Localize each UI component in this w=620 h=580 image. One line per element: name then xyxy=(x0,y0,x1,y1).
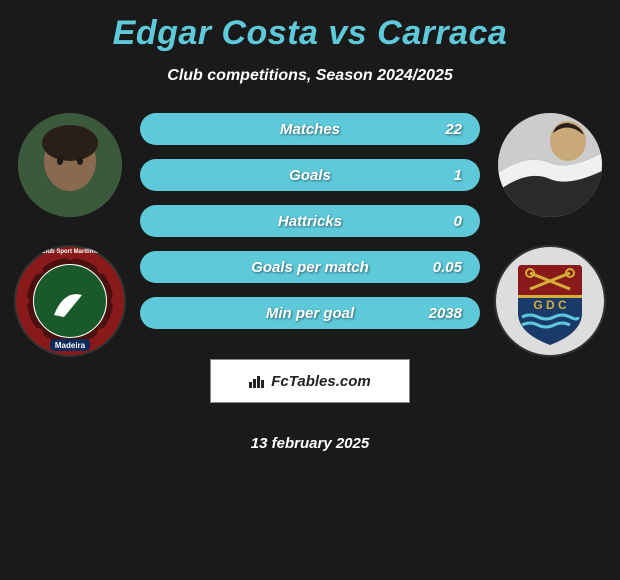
player-face-icon xyxy=(498,113,602,217)
club-left-label: Madeira xyxy=(55,341,86,350)
club-left-logo: Madeira Club Sport Maritimo xyxy=(14,245,126,357)
stat-label: Min per goal xyxy=(266,305,354,322)
date-text: 13 february 2025 xyxy=(251,435,369,452)
stats-column: Matches 22 Goals 1 Hattricks 0 Goals per… xyxy=(130,113,490,452)
stat-label: Matches xyxy=(280,121,340,138)
page-title: Edgar Costa vs Carraca xyxy=(113,14,508,53)
club-right-logo: G D C xyxy=(494,245,606,357)
chaves-crest-icon: G D C xyxy=(494,245,606,357)
infographic-container: Edgar Costa vs Carraca Club competitions… xyxy=(0,0,620,462)
stat-label: Goals per match xyxy=(251,259,369,276)
stat-row-min-per-goal: Min per goal 2038 xyxy=(140,297,480,329)
main-row: Madeira Club Sport Maritimo Matches 22 G… xyxy=(0,113,620,452)
right-column: G D C xyxy=(490,113,610,357)
brand-box: FcTables.com xyxy=(210,359,410,403)
player-right-avatar xyxy=(498,113,602,217)
stat-row-goals: Goals 1 xyxy=(140,159,480,191)
stat-label: Goals xyxy=(289,167,331,184)
stat-value-right: 0 xyxy=(454,213,462,230)
stat-row-hattricks: Hattricks 0 xyxy=(140,205,480,237)
stat-value-right: 22 xyxy=(445,121,462,138)
svg-text:G D C: G D C xyxy=(533,298,567,312)
left-column: Madeira Club Sport Maritimo xyxy=(10,113,130,357)
player-face-icon xyxy=(18,113,122,217)
brand-text: FcTables.com xyxy=(271,373,370,390)
stat-value-right: 2038 xyxy=(429,305,462,322)
stat-label: Hattricks xyxy=(278,213,342,230)
bars-icon xyxy=(249,374,267,388)
svg-text:Club Sport Maritimo: Club Sport Maritimo xyxy=(41,249,99,255)
maritimo-crest-icon: Madeira Club Sport Maritimo xyxy=(14,245,126,357)
stat-row-matches: Matches 22 xyxy=(140,113,480,145)
stat-value-right: 1 xyxy=(454,167,462,184)
stat-row-goals-per-match: Goals per match 0.05 xyxy=(140,251,480,283)
player-left-avatar xyxy=(18,113,122,217)
stat-value-right: 0.05 xyxy=(433,259,462,276)
subtitle: Club competitions, Season 2024/2025 xyxy=(167,67,452,85)
